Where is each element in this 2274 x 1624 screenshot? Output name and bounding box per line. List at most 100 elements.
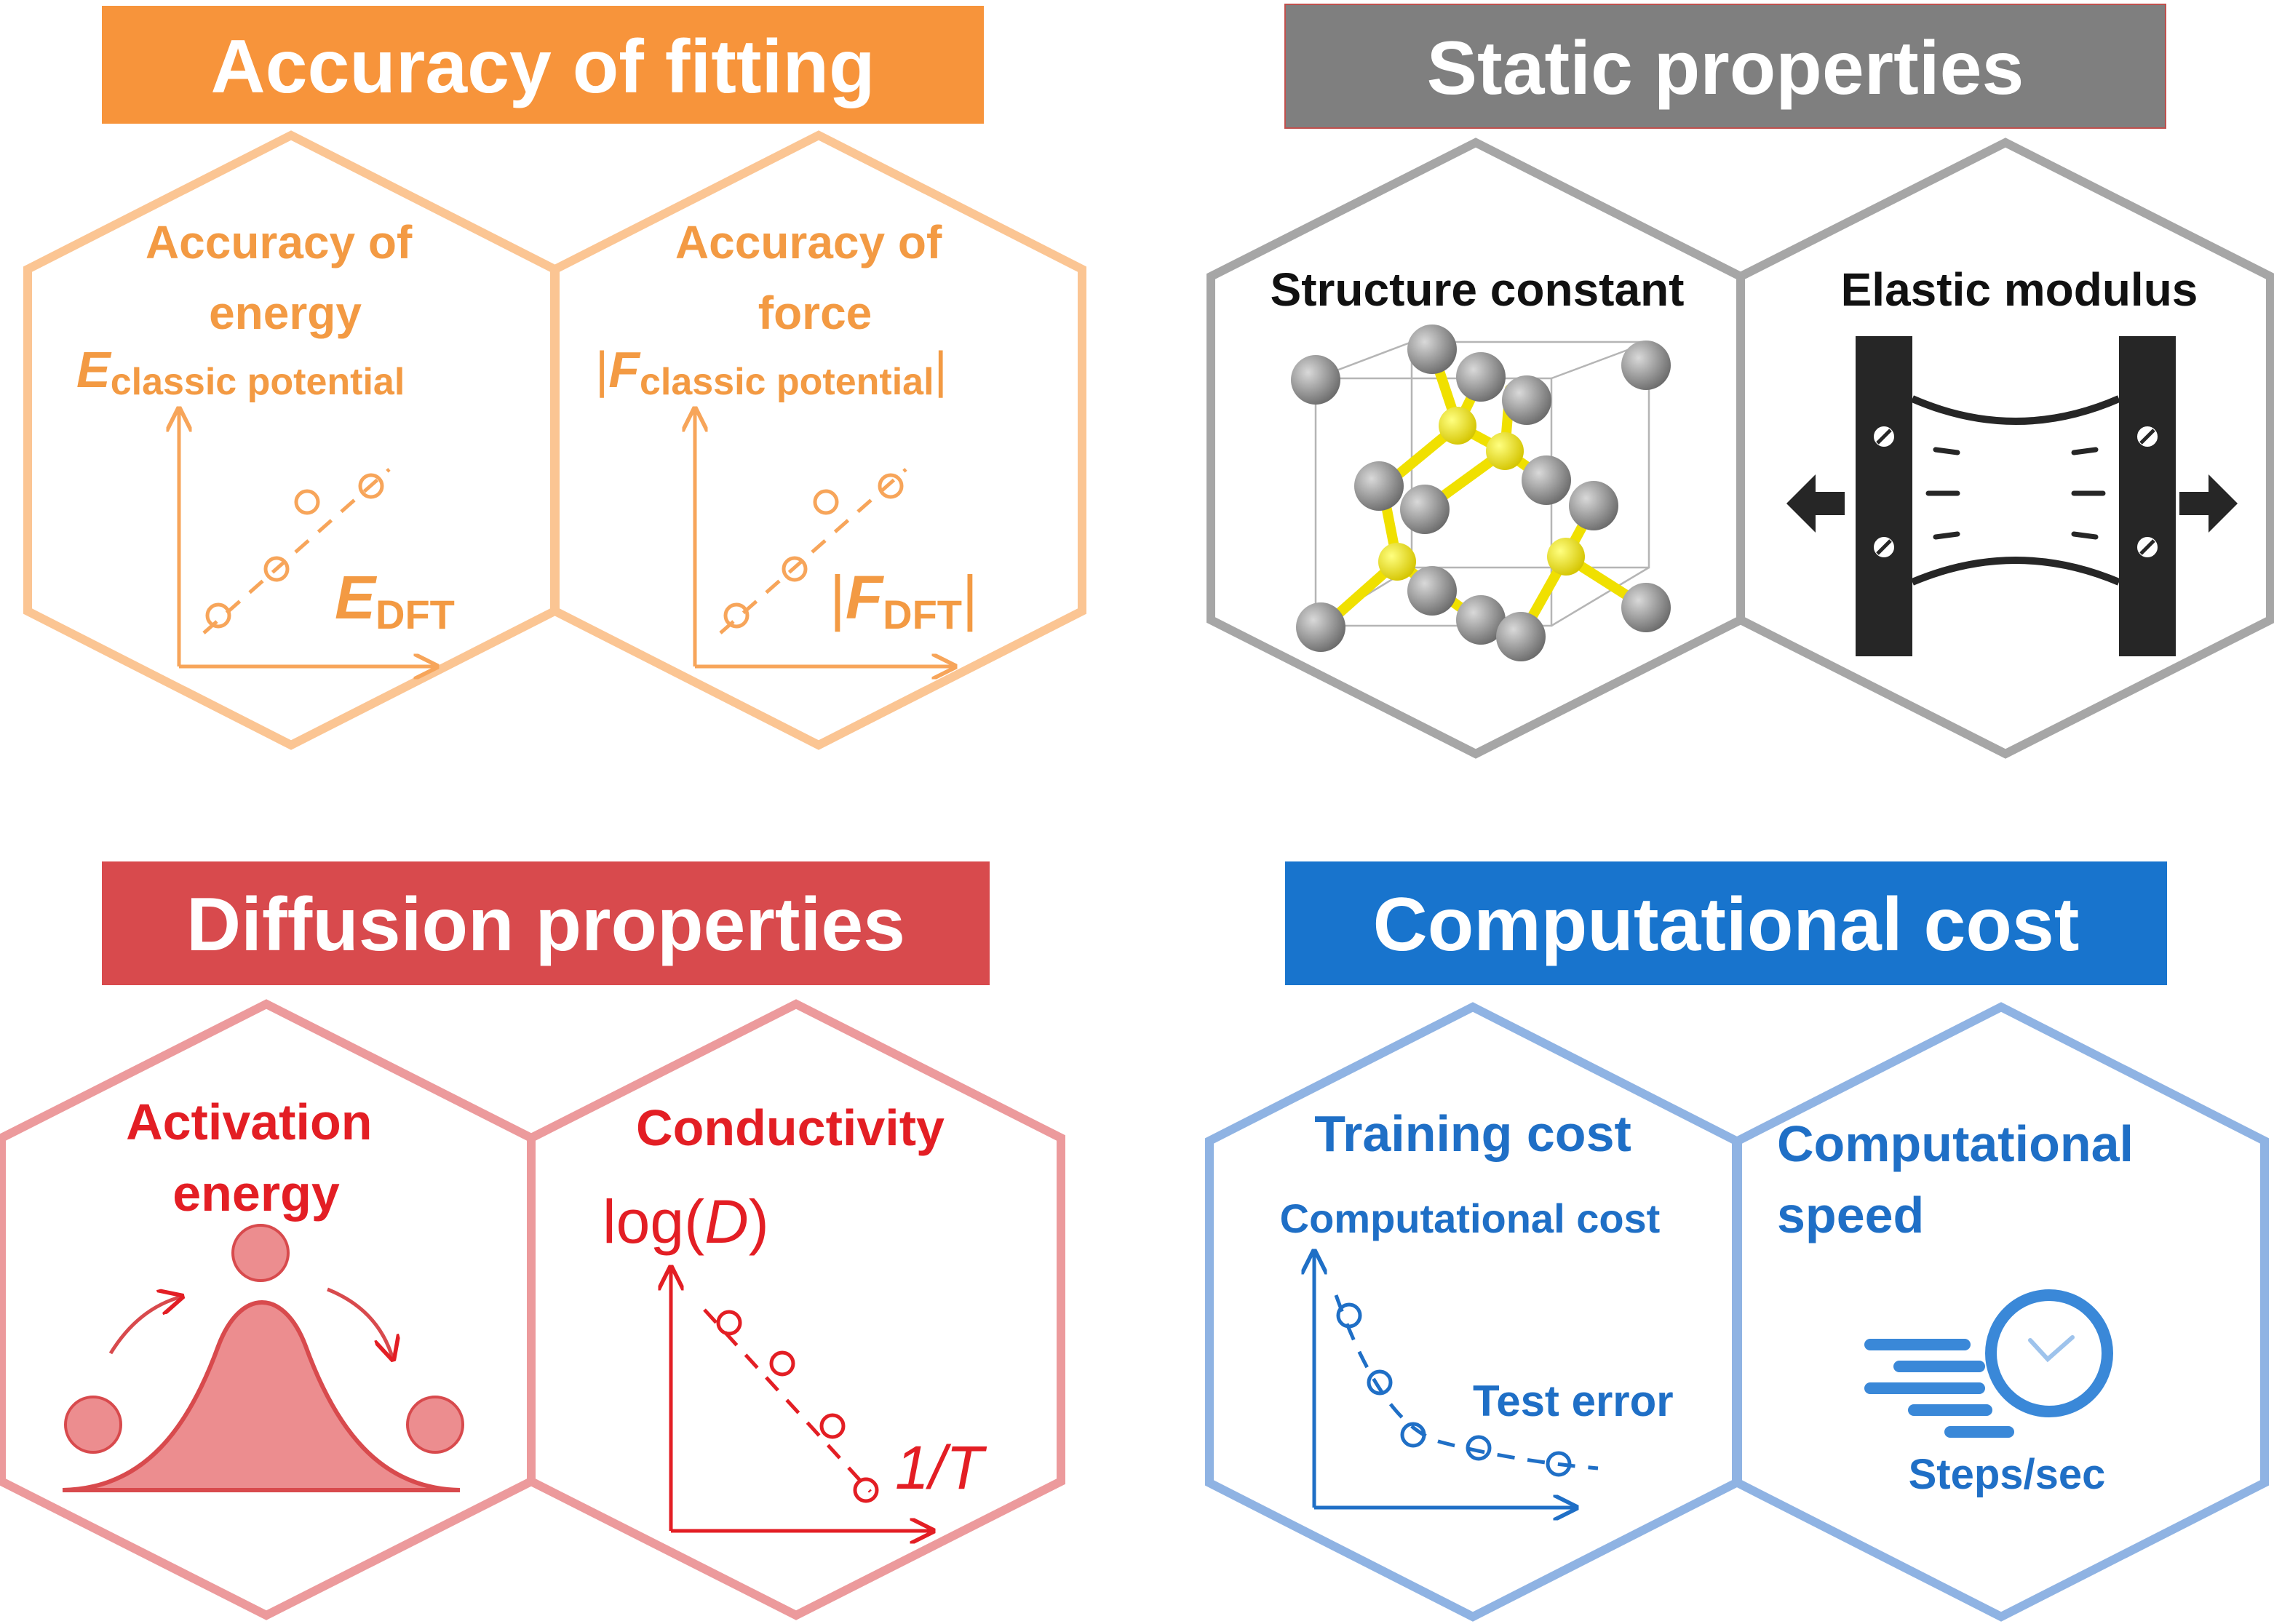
force-trend-line xyxy=(719,468,907,634)
force-hexagon-frame xyxy=(551,130,1086,750)
left-grip xyxy=(1856,336,1912,656)
dopant-atom xyxy=(1439,407,1476,445)
dopant-atom xyxy=(1547,538,1585,576)
cost-title: Computational cost xyxy=(1373,883,2080,967)
force-scatter xyxy=(719,468,907,634)
tensile-test-icon xyxy=(1786,336,2238,656)
training-data-point xyxy=(1336,1302,1362,1329)
force-heading: Accuracy of force xyxy=(675,216,955,339)
force-x-axis-label: |FDFT| xyxy=(830,563,978,637)
bolt-slot xyxy=(1876,539,1892,555)
elastic-hexagon: Elastic modulus xyxy=(1736,138,2274,759)
force-hexagon: Accuracy of force |Fclassic potential| |… xyxy=(551,130,1086,750)
conductivity-x-axis-label: 1/T xyxy=(895,1433,987,1502)
specimen-bottom-edge xyxy=(1911,557,2120,586)
force-data-point xyxy=(813,489,839,515)
bolt-slot xyxy=(2139,429,2155,445)
training-heading: Training cost xyxy=(1314,1105,1631,1162)
energy-data-point xyxy=(294,489,320,515)
hop-up-arrow-icon xyxy=(108,1297,182,1355)
silicon-atom xyxy=(1400,485,1450,534)
strain-mark xyxy=(1933,447,1960,455)
training-y-axis-label: Computational cost xyxy=(1280,1195,1661,1241)
training-data-point xyxy=(1367,1369,1393,1396)
training-data-point xyxy=(1466,1435,1492,1461)
silicon-atom xyxy=(1354,461,1404,511)
speed-unit-label: Steps/sec xyxy=(1909,1451,2106,1498)
activation-heading: Activation energy xyxy=(126,1094,386,1222)
force-data-point xyxy=(723,602,750,629)
conductivity-data-point xyxy=(769,1350,795,1377)
stopwatch-speed-icon xyxy=(1864,1289,2113,1438)
energy-barrier-curve xyxy=(62,1300,461,1492)
arrhenius-trend-line xyxy=(703,1308,872,1493)
dopant-atom xyxy=(1486,432,1524,470)
conductivity-y-axis-label: log(D) xyxy=(603,1187,769,1256)
energy-scatter xyxy=(202,468,391,634)
force-y-axis-label: |Fclassic potential| xyxy=(595,341,947,403)
speed-hexagon: Computational speed Steps/sec xyxy=(1733,1002,2269,1622)
silicon-atom xyxy=(1569,481,1618,530)
right-grip xyxy=(2119,336,2176,656)
static-panel: Static properties Structure constant xyxy=(1206,4,2274,759)
force-data-point xyxy=(878,473,904,499)
structure-heading: Structure constant xyxy=(1271,263,1685,316)
silicon-atom xyxy=(1296,602,1345,652)
diffusion-banner xyxy=(102,861,990,985)
silicon-atom xyxy=(1621,341,1671,390)
structure-hexagon: Structure constant xyxy=(1206,138,1745,759)
dopant-atom xyxy=(1378,543,1416,581)
cost-panel: Computational cost Training cost Computa… xyxy=(1205,861,2269,1622)
cost-banner xyxy=(1285,861,2167,985)
pull-right-arrow-icon xyxy=(2179,474,2238,533)
unit-cell-edge xyxy=(1551,566,1650,627)
silicon-atom xyxy=(1456,352,1506,402)
silicon-atom xyxy=(1496,612,1546,661)
energy-data-point xyxy=(205,602,231,629)
energy-data-point xyxy=(263,556,290,582)
stopwatch-hand xyxy=(2028,1335,2075,1363)
training-data-point xyxy=(1546,1451,1572,1477)
static-title: Static properties xyxy=(1427,26,2024,111)
silicon-atom xyxy=(1456,595,1506,645)
conductivity-hexagon-frame xyxy=(527,999,1065,1620)
specimen-top-edge xyxy=(1911,395,2120,425)
conductivity-heading: Conductivity xyxy=(636,1099,945,1156)
ion-start xyxy=(64,1396,122,1454)
energy-heading: Accuracy of energy xyxy=(146,216,425,339)
hop-down-arrow-icon xyxy=(327,1287,393,1359)
structure-hexagon-frame xyxy=(1206,138,1745,759)
conductivity-data-point xyxy=(716,1310,742,1336)
bolt-slot xyxy=(1876,429,1892,445)
arrhenius-plot xyxy=(703,1308,879,1503)
elastic-hexagon-frame xyxy=(1736,138,2274,759)
silicon-atom xyxy=(1291,355,1340,405)
energy-data-point xyxy=(358,473,384,499)
conductivity-data-point xyxy=(819,1413,846,1439)
conductivity-hexagon: Conductivity log(D) 1/T xyxy=(527,999,1065,1620)
energy-hexagon: Accuracy of energy Eclassic potential ED… xyxy=(23,130,559,750)
static-banner xyxy=(1284,4,2166,129)
crystal-structure-icon xyxy=(1291,325,1671,661)
energy-y-axis-label: Eclassic potential xyxy=(76,341,405,403)
energy-barrier-icon xyxy=(62,1224,464,1492)
strain-mark xyxy=(2071,447,2099,455)
force-data-point xyxy=(782,556,808,582)
silicon-atom xyxy=(1407,325,1457,374)
speed-hexagon-frame xyxy=(1733,1002,2269,1622)
elastic-heading: Elastic modulus xyxy=(1841,263,2198,316)
ion-end xyxy=(406,1396,464,1454)
speed-heading: Computational speed xyxy=(1777,1115,2147,1243)
diffusion-panel: Diffusion properties Activation energy C… xyxy=(0,861,1065,1620)
fitting-panel: Accuracy of fitting Accuracy of energy E… xyxy=(23,6,1086,750)
energy-x-axis-label: EDFT xyxy=(335,563,455,637)
strain-mark xyxy=(1933,531,1960,540)
training-hexagon-frame xyxy=(1205,1002,1741,1622)
stopwatch-face xyxy=(1985,1289,2113,1417)
fitting-title: Accuracy of fitting xyxy=(211,25,875,109)
training-x-axis-label: Test error xyxy=(1473,1377,1674,1425)
diffusion-title: Diffusion properties xyxy=(186,883,905,967)
strain-mark xyxy=(2071,531,2099,540)
training-data-point xyxy=(1400,1422,1426,1448)
